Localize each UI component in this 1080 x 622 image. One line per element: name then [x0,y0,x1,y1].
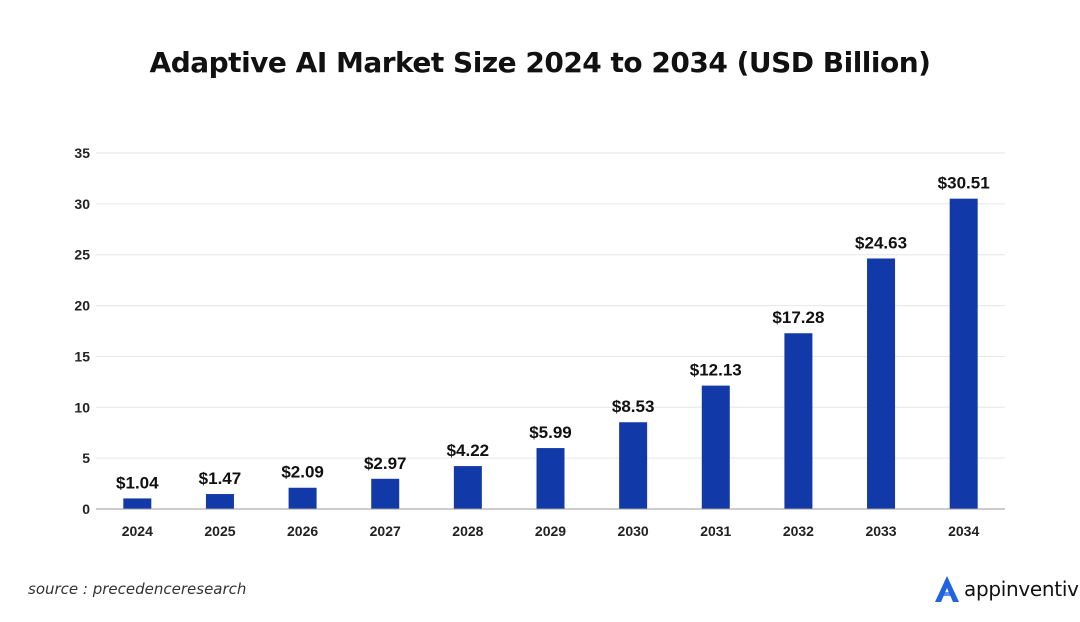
bar-2033 [867,258,896,509]
y-tick-label: 5 [82,450,90,466]
x-tick-label: 2033 [865,523,896,539]
data-label-2032: $17.28 [772,308,824,327]
x-tick-label: 2026 [287,523,318,539]
brand-name: appinventiv [964,577,1079,601]
y-tick-label: 25 [74,247,90,263]
bar-2027 [371,478,400,509]
y-tick-label: 10 [74,399,90,415]
x-tick-label: 2025 [204,523,235,539]
gridlines [96,152,1005,459]
x-tick-label: 2028 [452,523,483,539]
x-tick-label: 2034 [948,523,979,539]
brand-logo: appinventiv [934,574,1079,604]
data-label-2028: $4.22 [447,441,490,460]
data-label-2029: $5.99 [529,423,572,442]
bar-2034 [949,198,978,509]
data-label-2025: $1.47 [199,469,242,488]
bar-2025 [205,494,234,509]
bar-2026 [288,487,317,509]
data-label-2033: $24.63 [855,233,907,252]
bar-2031 [701,385,730,509]
source-note: source : precedenceresearch [28,580,247,598]
x-tick-label: 2031 [700,523,731,539]
data-label-2031: $12.13 [690,361,742,380]
y-tick-label: 30 [74,196,90,212]
data-labels: $1.04 $1.47 $2.09 $2.97 $4.22 $5.99 $8.53 $12.1… [116,174,990,493]
data-label-2024: $1.04 [116,473,159,492]
y-tick-label: 15 [74,348,90,364]
chart-title: Adaptive AI Market Size 2024 to 2034 (US… [149,46,931,79]
bar-2029 [536,448,565,509]
data-label-2034: $30.51 [938,174,990,193]
bar-2030 [619,422,648,509]
appinventiv-logo-icon [935,576,959,602]
y-tick-label: 0 [82,501,90,517]
data-label-2027: $2.97 [364,454,407,473]
x-tick-label: 2027 [370,523,401,539]
x-tick-label: 2032 [783,523,814,539]
x-tick-label: 2024 [122,523,153,539]
x-tick-label: 2030 [618,523,649,539]
x-axis-ticks: 2024 2025 2026 2027 2028 2029 2030 2031 2032 2033… [122,523,980,539]
bars [123,198,978,509]
data-label-2026: $2.09 [281,463,324,482]
bar-2032 [784,333,813,509]
data-label-2030: $8.53 [612,397,655,416]
y-tick-label: 35 [74,145,90,161]
bar-2028 [453,466,482,509]
bar-2024 [123,498,152,509]
y-tick-label: 20 [74,298,90,314]
x-tick-label: 2029 [535,523,566,539]
y-axis-ticks: 0 5 10 15 20 25 30 35 [74,145,90,517]
